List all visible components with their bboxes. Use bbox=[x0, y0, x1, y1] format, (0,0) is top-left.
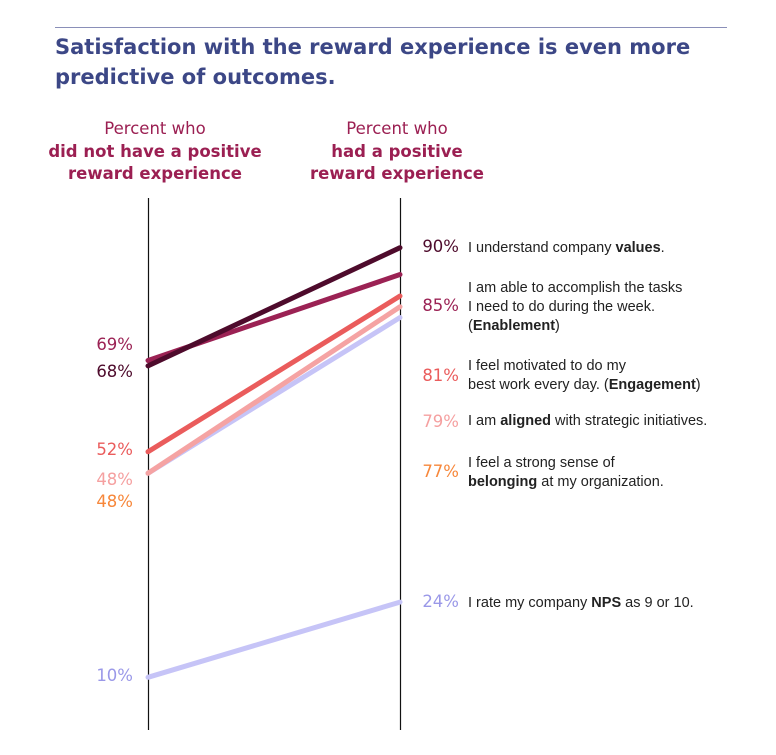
left-value-label: 52% bbox=[96, 440, 133, 459]
series-line bbox=[145, 599, 403, 680]
right-header-line2: had a positive bbox=[331, 141, 463, 161]
left-value-label: 10% bbox=[96, 666, 133, 685]
right-value-label: 81% bbox=[422, 366, 459, 385]
top-rule bbox=[55, 27, 727, 28]
series-label: I am aligned with strategic initiatives. bbox=[468, 413, 708, 429]
series-label: I understand company values. bbox=[468, 240, 665, 256]
series-label: I feel a strong sense of belonging at my … bbox=[468, 455, 664, 490]
right-header-line3: reward experience bbox=[310, 164, 484, 183]
left-value-label: 68% bbox=[96, 362, 133, 381]
right-value-label: 24% bbox=[422, 592, 459, 611]
series-line bbox=[145, 293, 403, 455]
series-label: I rate my company NPS as 9 or 10. bbox=[468, 595, 694, 611]
right-header-line1: Percent who bbox=[346, 119, 448, 138]
right-value-label: 85% bbox=[422, 296, 459, 315]
left-header-line3: reward experience bbox=[68, 164, 242, 183]
left-value-label: 48% bbox=[96, 470, 133, 489]
chart-title: Satisfaction with the reward experience … bbox=[55, 35, 691, 89]
series-label: I feel motivated to do my best work every… bbox=[468, 358, 701, 393]
left-column-header: Percent who did not have a positive rewa… bbox=[35, 118, 275, 186]
left-value-label: 69% bbox=[96, 335, 133, 354]
right-value-label: 77% bbox=[422, 462, 459, 481]
right-value-label: 79% bbox=[422, 412, 459, 431]
series-line bbox=[145, 245, 403, 369]
left-value-label: 48% bbox=[96, 492, 133, 511]
right-column-header: Percent who had a positive reward experi… bbox=[277, 118, 517, 186]
left-header-line1: Percent who bbox=[104, 119, 206, 138]
series-line bbox=[145, 304, 403, 476]
left-header-line2: did not have a positive bbox=[48, 141, 262, 161]
right-value-label: 90% bbox=[422, 237, 459, 256]
series-label: I am able to accomplish the tasks I need … bbox=[468, 280, 683, 334]
